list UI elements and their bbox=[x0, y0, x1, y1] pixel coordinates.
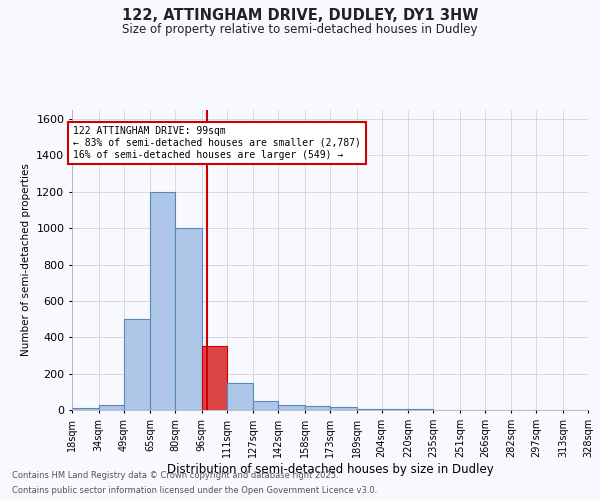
Bar bbox=[227, 382, 253, 410]
Bar bbox=[202, 346, 227, 410]
Bar bbox=[72, 408, 98, 410]
Bar bbox=[175, 228, 202, 410]
Bar bbox=[356, 409, 382, 410]
Bar bbox=[408, 409, 433, 410]
X-axis label: Distribution of semi-detached houses by size in Dudley: Distribution of semi-detached houses by … bbox=[167, 462, 493, 475]
Bar bbox=[278, 404, 305, 410]
Bar bbox=[330, 408, 356, 410]
Text: Contains public sector information licensed under the Open Government Licence v3: Contains public sector information licen… bbox=[12, 486, 377, 495]
Bar bbox=[150, 192, 175, 410]
Y-axis label: Number of semi-detached properties: Number of semi-detached properties bbox=[20, 164, 31, 356]
Text: Contains HM Land Registry data © Crown copyright and database right 2025.: Contains HM Land Registry data © Crown c… bbox=[12, 471, 338, 480]
Bar bbox=[305, 406, 330, 410]
Bar bbox=[98, 404, 124, 410]
Bar bbox=[253, 401, 278, 410]
Bar bbox=[382, 409, 408, 410]
Text: 122, ATTINGHAM DRIVE, DUDLEY, DY1 3HW: 122, ATTINGHAM DRIVE, DUDLEY, DY1 3HW bbox=[122, 8, 478, 22]
Text: 122 ATTINGHAM DRIVE: 99sqm
← 83% of semi-detached houses are smaller (2,787)
16%: 122 ATTINGHAM DRIVE: 99sqm ← 83% of semi… bbox=[73, 126, 361, 160]
Text: Size of property relative to semi-detached houses in Dudley: Size of property relative to semi-detach… bbox=[122, 22, 478, 36]
Bar bbox=[124, 319, 150, 410]
